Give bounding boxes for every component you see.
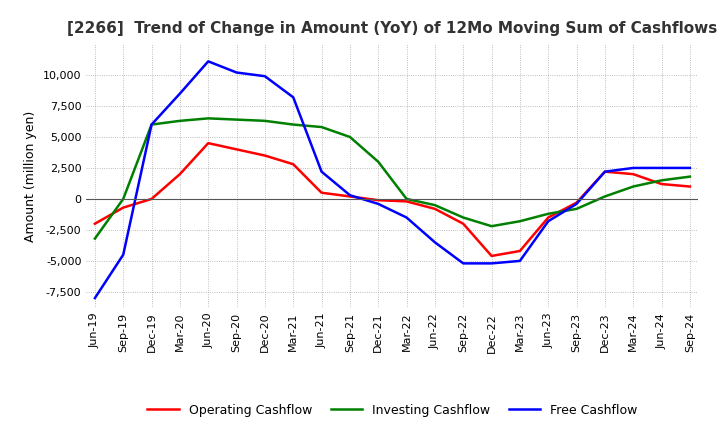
Line: Free Cashflow: Free Cashflow [95,61,690,298]
Investing Cashflow [346,134,354,139]
Operating Cashflow [572,200,581,205]
Investing Cashflow [318,125,326,130]
Operating Cashflow [261,153,269,158]
Operating Cashflow [402,199,411,204]
Free Cashflow [91,295,99,301]
Free Cashflow [657,165,666,171]
Free Cashflow [148,122,156,127]
Operating Cashflow [374,198,382,203]
Operating Cashflow [119,205,127,210]
Free Cashflow [600,169,609,174]
Title: [2266]  Trend of Change in Amount (YoY) of 12Mo Moving Sum of Cashflows: [2266] Trend of Change in Amount (YoY) o… [67,21,718,36]
Investing Cashflow [148,122,156,127]
Operating Cashflow [544,215,552,220]
Investing Cashflow [119,196,127,202]
Line: Investing Cashflow: Investing Cashflow [95,118,690,238]
Investing Cashflow [91,236,99,241]
Operating Cashflow [459,221,467,226]
Operating Cashflow [204,140,212,146]
Operating Cashflow [516,248,524,253]
Free Cashflow [544,219,552,224]
Investing Cashflow [600,194,609,199]
Free Cashflow [204,59,212,64]
Investing Cashflow [572,206,581,212]
Free Cashflow [346,193,354,198]
Operating Cashflow [629,172,637,177]
Investing Cashflow [629,184,637,189]
Operating Cashflow [487,253,496,259]
Free Cashflow [374,201,382,206]
Investing Cashflow [204,116,212,121]
Operating Cashflow [148,196,156,202]
Free Cashflow [402,215,411,220]
Operating Cashflow [657,181,666,187]
Investing Cashflow [261,118,269,124]
Operating Cashflow [346,194,354,199]
Free Cashflow [459,261,467,266]
Free Cashflow [176,91,184,96]
Free Cashflow [487,261,496,266]
Free Cashflow [685,165,694,171]
Investing Cashflow [544,211,552,216]
Free Cashflow [233,70,241,75]
Investing Cashflow [431,202,439,208]
Line: Operating Cashflow: Operating Cashflow [95,143,690,256]
Investing Cashflow [685,174,694,179]
Investing Cashflow [516,219,524,224]
Free Cashflow [261,73,269,79]
Operating Cashflow [91,221,99,226]
Y-axis label: Amount (million yen): Amount (million yen) [24,110,37,242]
Operating Cashflow [318,190,326,195]
Free Cashflow [119,252,127,257]
Operating Cashflow [600,169,609,174]
Operating Cashflow [233,147,241,152]
Free Cashflow [516,258,524,264]
Operating Cashflow [289,161,297,167]
Free Cashflow [629,165,637,171]
Investing Cashflow [657,178,666,183]
Investing Cashflow [374,159,382,165]
Investing Cashflow [233,117,241,122]
Free Cashflow [318,169,326,174]
Legend: Operating Cashflow, Investing Cashflow, Free Cashflow: Operating Cashflow, Investing Cashflow, … [143,399,642,422]
Operating Cashflow [176,172,184,177]
Operating Cashflow [431,206,439,212]
Investing Cashflow [289,122,297,127]
Investing Cashflow [487,224,496,229]
Free Cashflow [289,95,297,100]
Investing Cashflow [402,196,411,202]
Investing Cashflow [176,118,184,124]
Investing Cashflow [459,215,467,220]
Operating Cashflow [685,184,694,189]
Free Cashflow [431,240,439,245]
Free Cashflow [572,201,581,206]
